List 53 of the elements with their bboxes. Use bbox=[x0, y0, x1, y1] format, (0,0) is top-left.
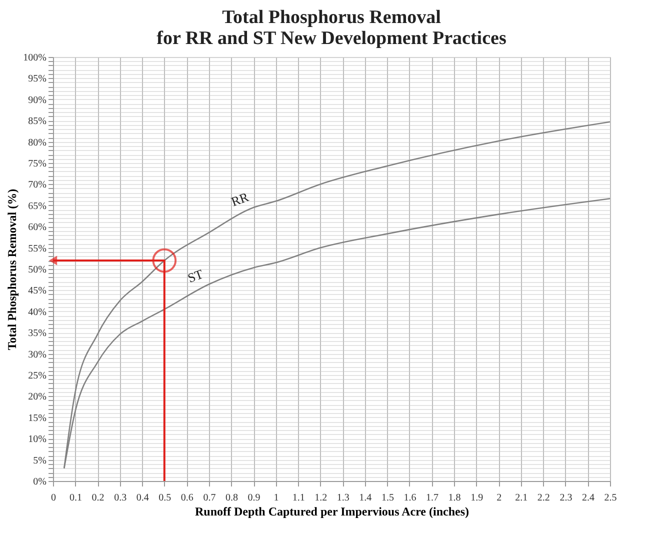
y-tick-label: 55% bbox=[28, 243, 46, 254]
y-tick-label: 100% bbox=[23, 52, 46, 64]
y-tick-label: 95% bbox=[28, 74, 46, 85]
y-tick-label: 85% bbox=[28, 116, 46, 128]
y-tick-label: 30% bbox=[28, 349, 46, 360]
y-tick-label: 65% bbox=[28, 200, 46, 212]
x-tick-label: 0.2 bbox=[92, 492, 104, 504]
y-tick-label: 80% bbox=[28, 137, 46, 148]
x-tick-label: 0.6 bbox=[180, 492, 194, 504]
text: for RR and ST New Development Practices bbox=[156, 28, 506, 49]
y-tick-label: 5% bbox=[33, 455, 46, 466]
y-tick-label: 15% bbox=[28, 412, 46, 424]
x-tick-label: 1.1 bbox=[292, 492, 305, 504]
x-tick-label: 0.1 bbox=[70, 492, 82, 504]
text: ST bbox=[186, 266, 206, 286]
x-tick-label: 1.9 bbox=[470, 492, 484, 504]
text: Total Phosphorus Removal bbox=[222, 7, 441, 28]
y-tick-label: 50% bbox=[28, 264, 46, 276]
x-tick-label: 1.7 bbox=[426, 492, 439, 504]
x-tick-label: 0.7 bbox=[203, 492, 216, 504]
x-tick-label: 2.2 bbox=[537, 492, 550, 504]
y-axis-title: Total Phosphorus Removal (%) bbox=[5, 188, 20, 350]
y-tick-label: 45% bbox=[28, 286, 46, 297]
x-axis-title: Runoff Depth Captured per Impervious Acre (inches) bbox=[194, 504, 470, 518]
x-tick-label: 2.5 bbox=[604, 492, 617, 504]
x-tick-label: 2.1 bbox=[515, 492, 528, 504]
y-tick-label: 25% bbox=[28, 370, 46, 382]
x-tick-label: 2.3 bbox=[560, 492, 572, 504]
y-tick-label: 35% bbox=[28, 328, 46, 340]
x-tick-label: 1 bbox=[274, 492, 279, 504]
x-tick-label: 0.8 bbox=[225, 492, 238, 504]
y-tick-label: 60% bbox=[28, 222, 46, 234]
y-tick-label: 90% bbox=[28, 94, 46, 106]
x-tick-label: 1.5 bbox=[381, 492, 394, 504]
y-tick-label: 70% bbox=[28, 180, 46, 191]
x-tick-label: 1.8 bbox=[448, 492, 461, 504]
x-tick-label: 0.5 bbox=[158, 492, 172, 504]
x-tick-label: 0.9 bbox=[248, 492, 260, 504]
y-tick-label: 20% bbox=[28, 392, 46, 403]
y-tick-label: 75% bbox=[28, 158, 46, 170]
text: RR bbox=[229, 189, 251, 210]
x-tick-label: 0.3 bbox=[114, 492, 127, 504]
x-tick-label: 2.4 bbox=[582, 492, 594, 504]
x-tick-label: 1.4 bbox=[359, 492, 372, 504]
x-tick-label: 0.4 bbox=[136, 492, 149, 504]
y-tick-label: 0% bbox=[33, 476, 46, 488]
x-tick-label: 1.3 bbox=[336, 492, 350, 504]
y-tick-label: 10% bbox=[28, 434, 46, 446]
y-tick-label: 40% bbox=[28, 306, 46, 318]
x-tick-label: 1.6 bbox=[404, 492, 416, 504]
x-tick-label: 1.2 bbox=[314, 492, 328, 504]
x-tick-label: 0 bbox=[51, 492, 56, 504]
x-tick-label: 2 bbox=[496, 492, 502, 504]
